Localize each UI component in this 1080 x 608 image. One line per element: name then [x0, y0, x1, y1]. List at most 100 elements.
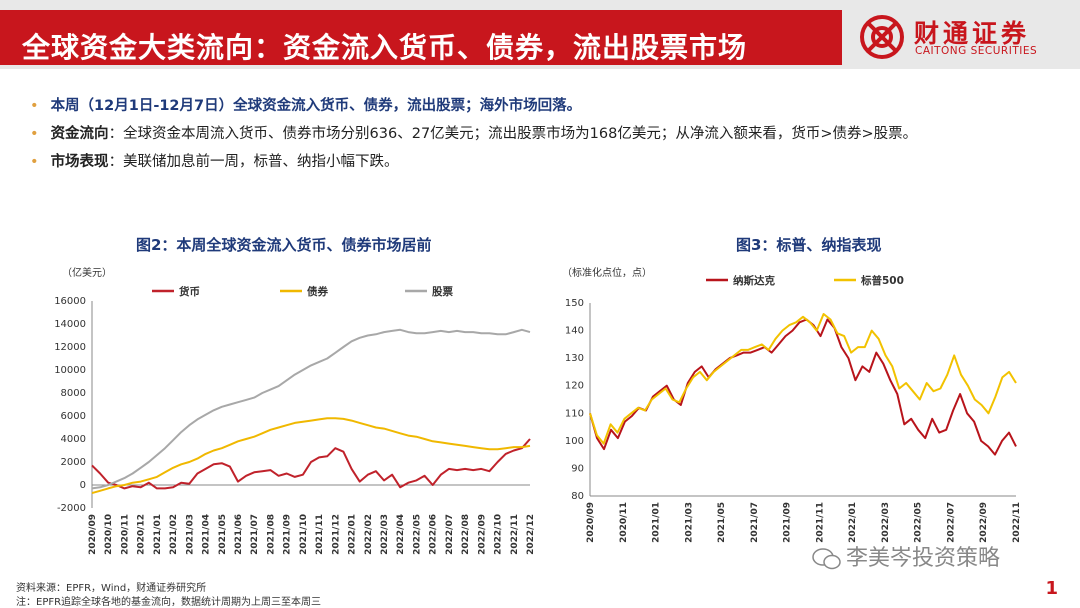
x-tick-label: 2022/11	[1012, 502, 1022, 543]
x-tick-label: 2022/09	[477, 514, 487, 555]
y-tick-label: 100	[565, 436, 584, 447]
data-note: 注：EPFR追踪全球各地的基金流向，数据统计周期为上周三至本周三	[16, 597, 322, 608]
y-tick-label: 8000	[61, 388, 86, 399]
x-tick-label: 2022/07	[946, 502, 956, 543]
x-tick-label: 2021/03	[185, 514, 195, 555]
x-tick-label: 2021/03	[684, 502, 694, 543]
header: 全球资金大类流向：资金流入货币、债券，流出股票市场 财通证券 CAITONG S…	[0, 0, 1080, 69]
brand-logo: 财通证券 CAITONG SECURITIES	[858, 14, 1068, 60]
y-tick-label: 90	[571, 463, 584, 474]
chart3-unit-label: （标准化点位，点）	[562, 266, 652, 279]
x-tick-label: 2021/11	[315, 514, 325, 555]
bullet-label: 资金流向	[50, 126, 109, 142]
bullet-summary: • 本周（12月1日-12月7日）全球资金流入货币、债券，流出股票；海外市场回落。	[30, 92, 917, 120]
logo-name-en: CAITONG SECURITIES	[915, 45, 1038, 57]
legend-label: 货币	[178, 285, 200, 298]
series-line-货币	[91, 438, 531, 490]
x-tick-label: 2022/01	[348, 514, 358, 555]
x-tick-label: 2021/06	[234, 514, 244, 555]
x-tick-label: 2021/07	[750, 502, 760, 543]
x-tick-label: 2021/07	[250, 514, 260, 555]
bullet-dot-icon: •	[30, 98, 39, 114]
logo-name-cn: 财通证券	[914, 19, 1031, 48]
chart2-unit-label: （亿美元）	[62, 266, 112, 279]
y-tick-label: 110	[565, 408, 584, 419]
series-line-标普500	[589, 313, 1017, 445]
watermark: 李美岑投资策略	[812, 540, 1000, 572]
y-tick-label: 120	[565, 381, 584, 392]
y-tick-label: 12000	[54, 342, 86, 353]
x-tick-label: 2022/05	[914, 502, 924, 543]
x-tick-label: 2021/08	[266, 514, 276, 555]
chart3-index-performance: （标准化点位，点） 80 90 100 110 120 130 140 150 2020/09 2…	[562, 266, 1022, 543]
y-tick-label: 2000	[61, 457, 86, 468]
x-tick-label: 2022/07	[445, 514, 455, 555]
x-tick-label: 2021/05	[218, 514, 228, 555]
bullet-text: ：美联储加息前一周，标普、纳指小幅下跌。	[108, 154, 399, 170]
x-tick-label: 2021/09	[283, 514, 293, 555]
x-tick-label: 2022/12	[526, 514, 536, 555]
x-tick-label: 2021/01	[652, 502, 662, 543]
y-tick-label: 16000	[54, 296, 86, 307]
x-tick-label: 2021/09	[783, 502, 793, 543]
x-tick-label: 2022/08	[461, 514, 471, 555]
watermark-text: 李美岑投资策略	[846, 546, 1001, 571]
y-tick-label: -2000	[57, 503, 86, 514]
wechat-icon	[812, 548, 841, 570]
x-tick-label: 2021/04	[202, 514, 212, 555]
legend-label: 债券	[307, 285, 328, 298]
series-line-纳斯达克	[589, 318, 1017, 456]
x-tick-label: 2021/05	[717, 502, 727, 543]
x-tick-label: 2020/11	[619, 502, 629, 543]
x-tick-label: 2022/06	[429, 514, 439, 555]
y-tick-label: 0	[80, 480, 86, 491]
title-bar: 全球资金大类流向：资金流入货币、债券，流出股票市场	[0, 10, 842, 65]
x-tick-label: 2020/09	[88, 514, 98, 555]
y-tick-label: 150	[565, 298, 584, 309]
source-note: 资料来源：EPFR，Wind，财通证券研究所	[16, 583, 207, 594]
series-line-债券	[91, 417, 531, 495]
x-tick-label: 2022/05	[412, 514, 422, 555]
bullet-market: • 市场表现：美联储加息前一周，标普、纳指小幅下跌。	[30, 148, 917, 176]
x-tick-label: 2022/03	[881, 502, 891, 543]
bullet-fund-flow: • 资金流向：全球资金本周流入货币、债券市场分别636、27亿美元；流出股票市场为…	[30, 120, 917, 148]
bullet-dot-icon: •	[30, 154, 39, 170]
y-tick-label: 14000	[54, 319, 86, 330]
y-tick-label: 4000	[61, 434, 86, 445]
x-tick-label: 2022/10	[494, 514, 504, 555]
x-tick-label: 2022/09	[979, 502, 989, 543]
legend-label: 股票	[432, 286, 453, 298]
x-tick-label: 2021/12	[331, 514, 341, 555]
y-tick-label: 80	[571, 491, 584, 502]
x-tick-label: 2020/11	[120, 514, 130, 555]
bullet-label: 市场表现	[50, 154, 109, 170]
x-tick-label: 2020/12	[137, 514, 147, 555]
x-tick-label: 2021/01	[153, 514, 163, 555]
chart2-title: 图2：本周全球资金流入货币、债券市场居前	[136, 236, 432, 254]
x-tick-label: 2022/03	[380, 514, 390, 555]
x-tick-label: 2022/04	[396, 514, 406, 555]
series-line-股票	[91, 328, 531, 490]
page-title: 全球资金大类流向：资金流入货币、债券，流出股票市场	[22, 31, 748, 64]
legend-label: 标普500	[860, 274, 904, 287]
y-tick-label: 6000	[61, 411, 86, 422]
bullet-dot-icon: •	[30, 126, 39, 142]
x-tick-label: 2021/10	[299, 514, 309, 555]
y-tick-label: 10000	[54, 365, 86, 376]
page-number: 1	[1045, 578, 1058, 599]
x-tick-label: 2022/11	[510, 514, 520, 555]
chart3-title: 图3：标普、纳指表现	[736, 236, 882, 254]
bullet-text: 本周（12月1日-12月7日）全球资金流入货币、债券，流出股票；海外市场回落。	[50, 98, 582, 114]
x-tick-label: 2020/10	[104, 514, 114, 555]
chart2-fund-flows: （亿美元） -2000 0 2000 4000 6000 8000 10000 12000 14…	[54, 266, 536, 555]
x-tick-label: 2020/09	[586, 502, 596, 543]
bullet-text: ：全球资金本周流入货币、债券市场分别636、27亿美元；流出股票市场为168亿美…	[108, 126, 918, 142]
x-tick-label: 2022/01	[848, 502, 858, 543]
x-tick-label: 2022/02	[364, 514, 374, 555]
x-tick-label: 2021/11	[815, 502, 825, 543]
x-tick-label: 2021/02	[169, 514, 179, 555]
y-tick-label: 130	[565, 353, 584, 364]
legend-label: 纳斯达克	[733, 274, 775, 287]
y-tick-label: 140	[565, 326, 584, 337]
summary-bullets: • 本周（12月1日-12月7日）全球资金流入货币、债券，流出股票；海外市场回落。…	[30, 92, 917, 176]
